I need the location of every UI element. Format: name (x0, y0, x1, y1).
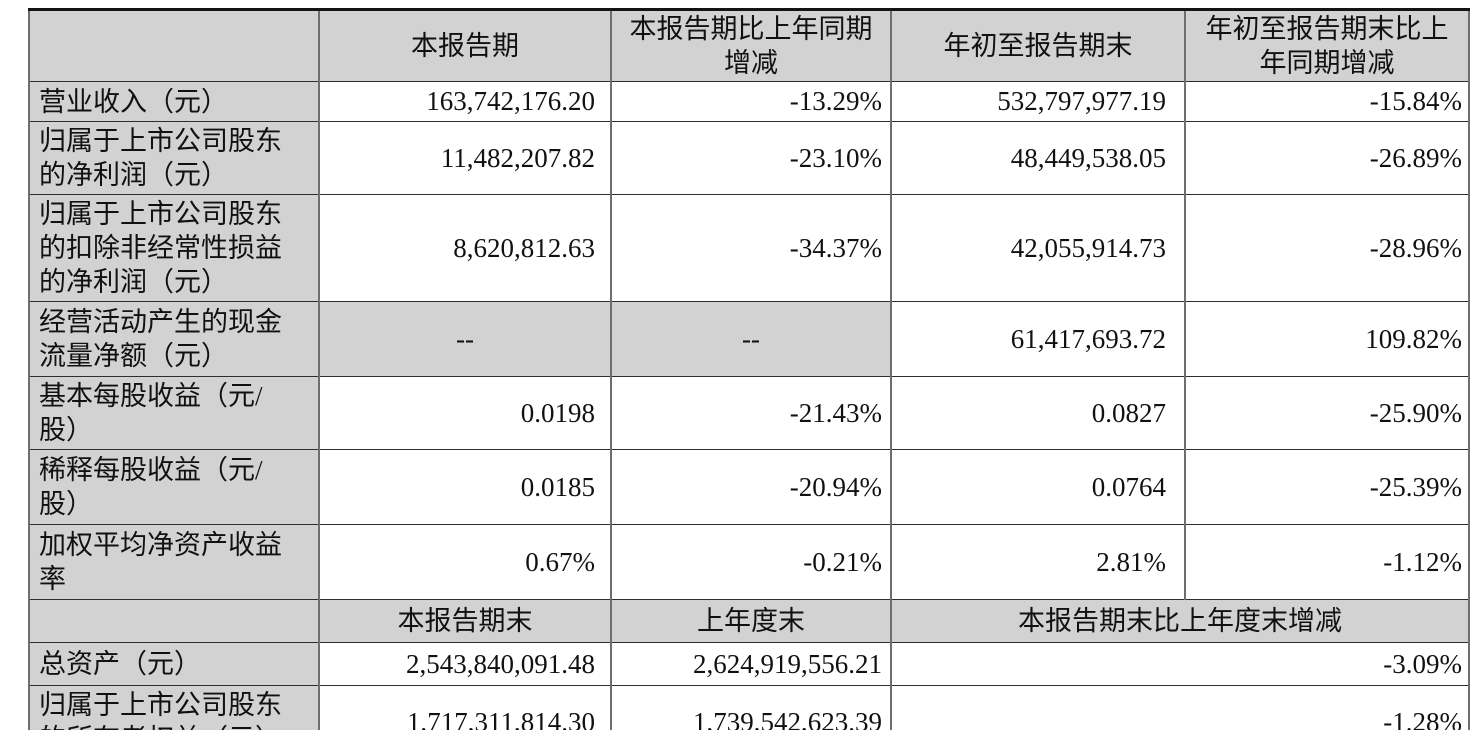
metric-label: 归属于上市公司股东的所有者权益（元） (28, 685, 320, 730)
metric-value-current-yoy: -0.21% (610, 524, 892, 600)
metric-value-current-yoy: -34.37% (610, 194, 892, 302)
metric-label: 总资产（元） (28, 642, 320, 686)
metric-label: 归属于上市公司股东的净利润（元） (28, 121, 320, 195)
header-cell-empty (28, 599, 320, 643)
financial-summary-table: 本报告期 本报告期比上年同期增减 年初至报告期末 年初至报告期末比上年同期增减 … (28, 8, 1470, 730)
metric-label: 稀释每股收益（元/股） (28, 449, 320, 525)
table-row-basic-eps: 基本每股收益（元/股） 0.0198 -21.43% 0.0827 -25.90… (28, 376, 1470, 450)
metric-label: 营业收入（元） (28, 81, 320, 122)
metric-value-period-end: 2,543,840,091.48 (318, 642, 612, 686)
header-cell-ytd: 年初至报告期末 (890, 9, 1186, 82)
metric-value-current-yoy: -23.10% (610, 121, 892, 195)
table-row-net-profit: 归属于上市公司股东的净利润（元） 11,482,207.82 -23.10% 4… (28, 121, 1470, 195)
metric-value-change: -1.28% (890, 685, 1470, 730)
header-cell-current-period: 本报告期 (318, 9, 612, 82)
metric-value-current-yoy: -21.43% (610, 376, 892, 450)
metric-value-ytd-yoy: 109.82% (1184, 301, 1470, 377)
metric-value-ytd: 61,417,693.72 (890, 301, 1186, 377)
metric-value-ytd-yoy: -1.12% (1184, 524, 1470, 600)
metric-value-current-yoy: -- (610, 301, 892, 377)
metric-value-ytd-yoy: -25.90% (1184, 376, 1470, 450)
table-header-row-period: 本报告期 本报告期比上年同期增减 年初至报告期末 年初至报告期末比上年同期增减 (28, 9, 1470, 82)
metric-value-ytd-yoy: -28.96% (1184, 194, 1470, 302)
table-row-equity-attributable: 归属于上市公司股东的所有者权益（元） 1,717,311,814.30 1,73… (28, 685, 1470, 730)
header-cell-period-end: 本报告期末 (318, 599, 612, 643)
metric-value-prior-year-end: 1,739,542,623.39 (610, 685, 892, 730)
metric-value-prior-year-end: 2,624,919,556.21 (610, 642, 892, 686)
metric-value-ytd-yoy: -26.89% (1184, 121, 1470, 195)
metric-value-current: 163,742,176.20 (318, 81, 612, 122)
header-cell-current-period-yoy: 本报告期比上年同期增减 (610, 9, 892, 82)
metric-value-current: 0.0185 (318, 449, 612, 525)
metric-value-current: -- (318, 301, 612, 377)
header-cell-period-end-change: 本报告期末比上年度末增减 (890, 599, 1470, 643)
header-cell-prior-year-end: 上年度末 (610, 599, 892, 643)
metric-value-ytd: 42,055,914.73 (890, 194, 1186, 302)
metric-label: 基本每股收益（元/股） (28, 376, 320, 450)
metric-value-period-end: 1,717,311,814.30 (318, 685, 612, 730)
metric-value-change: -3.09% (890, 642, 1470, 686)
metric-value-ytd: 2.81% (890, 524, 1186, 600)
metric-value-ytd: 532,797,977.19 (890, 81, 1186, 122)
metric-value-current-yoy: -20.94% (610, 449, 892, 525)
metric-value-ytd-yoy: -25.39% (1184, 449, 1470, 525)
header-cell-ytd-yoy: 年初至报告期末比上年同期增减 (1184, 9, 1470, 82)
metric-value-current: 8,620,812.63 (318, 194, 612, 302)
metric-label: 加权平均净资产收益率 (28, 524, 320, 600)
table-row-revenue: 营业收入（元） 163,742,176.20 -13.29% 532,797,9… (28, 81, 1470, 122)
metric-value-ytd: 0.0827 (890, 376, 1186, 450)
table-row-weighted-avg-roe: 加权平均净资产收益率 0.67% -0.21% 2.81% -1.12% (28, 524, 1470, 600)
table-row-diluted-eps: 稀释每股收益（元/股） 0.0185 -20.94% 0.0764 -25.39… (28, 449, 1470, 525)
metric-label: 归属于上市公司股东的扣除非经常性损益的净利润（元） (28, 194, 320, 302)
metric-value-current: 0.0198 (318, 376, 612, 450)
metric-value-current: 11,482,207.82 (318, 121, 612, 195)
metric-value-current: 0.67% (318, 524, 612, 600)
table-header-row-period-end: 本报告期末 上年度末 本报告期末比上年度末增减 (28, 599, 1470, 643)
table-row-total-assets: 总资产（元） 2,543,840,091.48 2,624,919,556.21… (28, 642, 1470, 686)
metric-value-ytd: 0.0764 (890, 449, 1186, 525)
header-cell-empty (28, 9, 320, 82)
table-row-net-profit-ex-nonrecurring: 归属于上市公司股东的扣除非经常性损益的净利润（元） 8,620,812.63 -… (28, 194, 1470, 302)
metric-value-ytd: 48,449,538.05 (890, 121, 1186, 195)
table-row-operating-cash-flow: 经营活动产生的现金流量净额（元） -- -- 61,417,693.72 109… (28, 301, 1470, 377)
metric-value-ytd-yoy: -15.84% (1184, 81, 1470, 122)
metric-value-current-yoy: -13.29% (610, 81, 892, 122)
metric-label: 经营活动产生的现金流量净额（元） (28, 301, 320, 377)
